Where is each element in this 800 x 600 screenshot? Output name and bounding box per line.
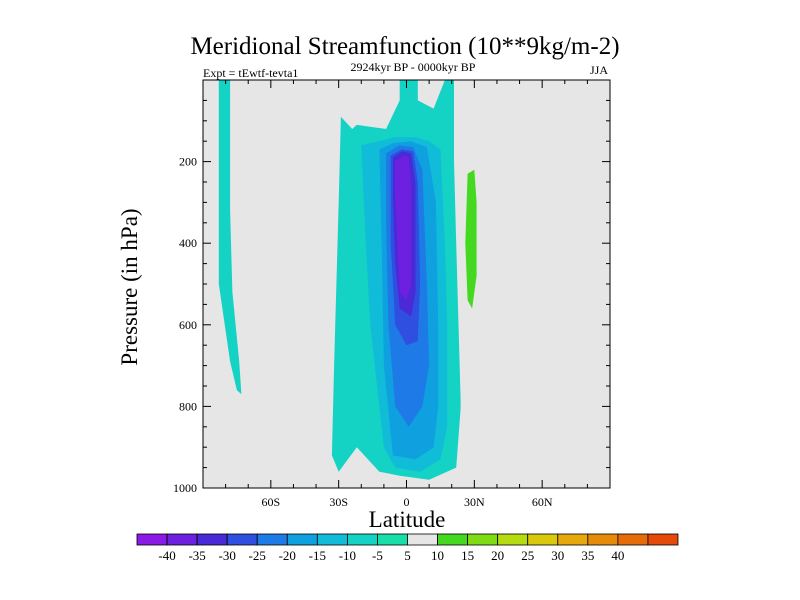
y-tick-label: 800 [179, 399, 197, 413]
colorbar-swatch [647, 533, 679, 546]
colorbar-swatch [557, 533, 589, 546]
colorbar-swatch [316, 533, 348, 546]
colorbar-label: -5 [372, 548, 383, 563]
colorbar-label: 40 [611, 548, 624, 563]
colorbar: -40 -35 -30 -25 -20 -15 -10 -5 5 10 15 20 25 30 35 40 [136, 533, 679, 563]
colorbar-label: 5 [404, 548, 411, 563]
x-tick-label: 0 [404, 495, 410, 509]
colorbar-swatch [196, 533, 228, 546]
period-label: 2924kyr BP - 0000kyr BP [351, 60, 476, 74]
colorbar-label: -15 [309, 548, 326, 563]
x-tick-label: 60S [261, 495, 280, 509]
colorbar-label: -40 [158, 548, 175, 563]
contour-region-9 [395, 155, 411, 301]
y-tick-label: 600 [179, 318, 197, 332]
colorbar-label: 25 [521, 548, 534, 563]
contour-region-11 [465, 169, 477, 309]
colorbar-swatch [256, 533, 288, 546]
colorbar-label: -25 [249, 548, 266, 563]
colorbar-swatch [617, 533, 649, 546]
colorbar-swatch [437, 533, 469, 546]
y-axis-ticks: 200 400 600 800 1000 [173, 99, 610, 495]
x-tick-label: 30N [464, 495, 485, 509]
colorbar-label: 15 [461, 548, 474, 563]
contour-region-1 [218, 80, 242, 395]
colorbar-label: -10 [339, 548, 356, 563]
colorbar-label: 10 [431, 548, 444, 563]
colorbar-swatch [346, 533, 378, 546]
colorbar-swatch [587, 533, 619, 546]
colorbar-label: 30 [551, 548, 564, 563]
y-tick-label: 200 [179, 155, 197, 169]
y-tick-label: 400 [179, 236, 197, 250]
colorbar-label: 20 [491, 548, 504, 563]
colorbar-swatch [467, 533, 499, 546]
y-axis-label: Pressure (in hPa) [117, 208, 142, 365]
colorbar-swatch [166, 533, 198, 546]
colorbar-label: 35 [581, 548, 594, 563]
colorbar-swatch [497, 533, 529, 546]
colorbar-label: -35 [188, 548, 205, 563]
x-tick-label: 30S [329, 495, 348, 509]
colorbar-label: -30 [218, 548, 235, 563]
colorbar-swatch [527, 533, 559, 546]
x-axis-ticks: 60S 30S 0 30N 60N [225, 80, 588, 509]
x-tick-label: 60N [532, 495, 553, 509]
season-label: JJA [590, 63, 608, 77]
contour-region-12 [528, 145, 531, 158]
colorbar-swatch [286, 533, 318, 546]
colorbar-label: -20 [279, 548, 296, 563]
colorbar-swatch [407, 533, 438, 546]
contour-fills [218, 80, 531, 480]
chart-title: Meridional Streamfunction (10**9kg/m-2) [190, 33, 619, 60]
x-axis-label: Latitude [369, 507, 446, 532]
colorbar-swatch [226, 533, 258, 546]
y-tick-label: 1000 [173, 481, 197, 495]
contour-region-2 [291, 259, 312, 444]
colorbar-swatch [377, 533, 408, 546]
experiment-label: Expt = tEwtf-tevta1 [203, 66, 298, 80]
colorbar-swatch [136, 533, 168, 546]
